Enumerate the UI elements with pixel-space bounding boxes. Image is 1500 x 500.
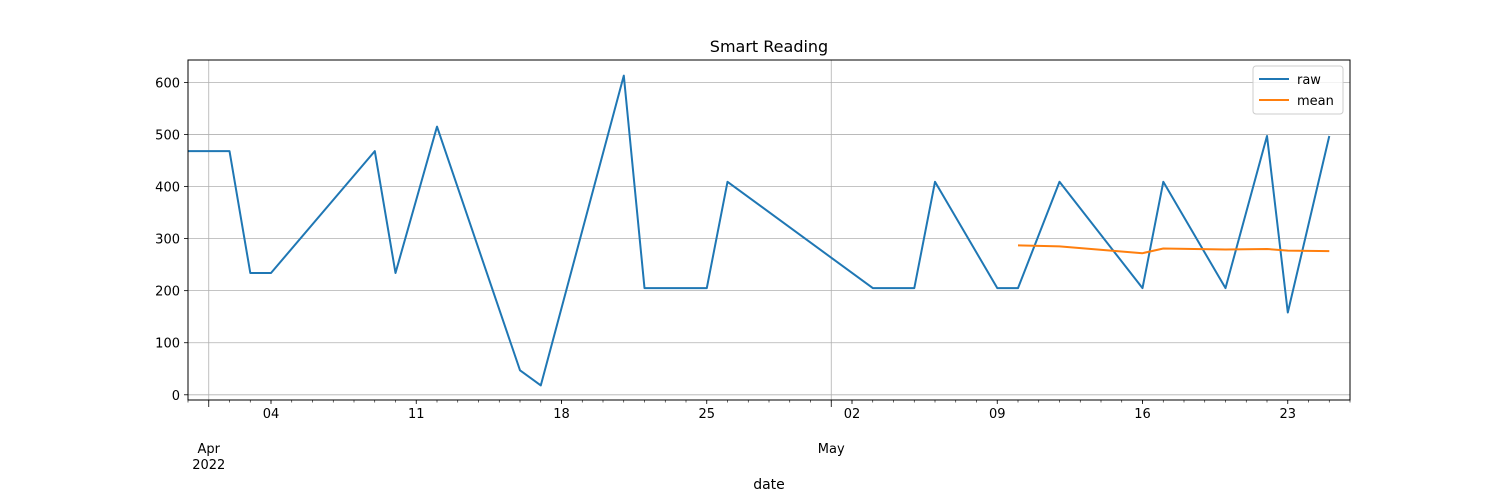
series-line-mean bbox=[1017, 244, 1330, 255]
legend: raw mean bbox=[1252, 65, 1344, 115]
y-tick-label: 300 bbox=[155, 233, 180, 248]
x-major-tick-sublabel: 2022 bbox=[192, 458, 225, 473]
legend-label-mean: mean bbox=[1297, 94, 1334, 109]
axes: 0 100 200 300 400 500 600 04 11 18 25 02 09 16 23 Apr20… bbox=[155, 76, 1351, 473]
y-tick-label: 100 bbox=[155, 337, 180, 352]
y-tick-label: 500 bbox=[155, 128, 180, 143]
x-tick-label: 09 bbox=[989, 407, 1006, 422]
x-tick-label: 23 bbox=[1279, 407, 1296, 422]
x-axis-label: date bbox=[753, 477, 785, 493]
chart-title: Smart Reading bbox=[710, 37, 828, 56]
x-tick-label: 25 bbox=[698, 407, 715, 422]
y-tick-label: 400 bbox=[155, 181, 180, 196]
series-line-raw bbox=[188, 74, 1331, 387]
y-tick-label: 200 bbox=[155, 285, 180, 300]
grid-lines bbox=[188, 60, 1350, 400]
x-tick-label: 16 bbox=[1134, 407, 1151, 422]
x-tick-label: 02 bbox=[844, 407, 861, 422]
x-tick-label: 04 bbox=[263, 407, 280, 422]
x-major-tick-label: May bbox=[818, 442, 845, 457]
legend-label-raw: raw bbox=[1297, 73, 1321, 88]
x-tick-label: 18 bbox=[553, 407, 570, 422]
y-tick-label: 600 bbox=[155, 76, 180, 91]
x-tick-label: 11 bbox=[408, 407, 425, 422]
x-major-tick-label: Apr bbox=[198, 442, 221, 457]
series-lines bbox=[188, 74, 1331, 387]
y-tick-label: 0 bbox=[172, 389, 180, 404]
